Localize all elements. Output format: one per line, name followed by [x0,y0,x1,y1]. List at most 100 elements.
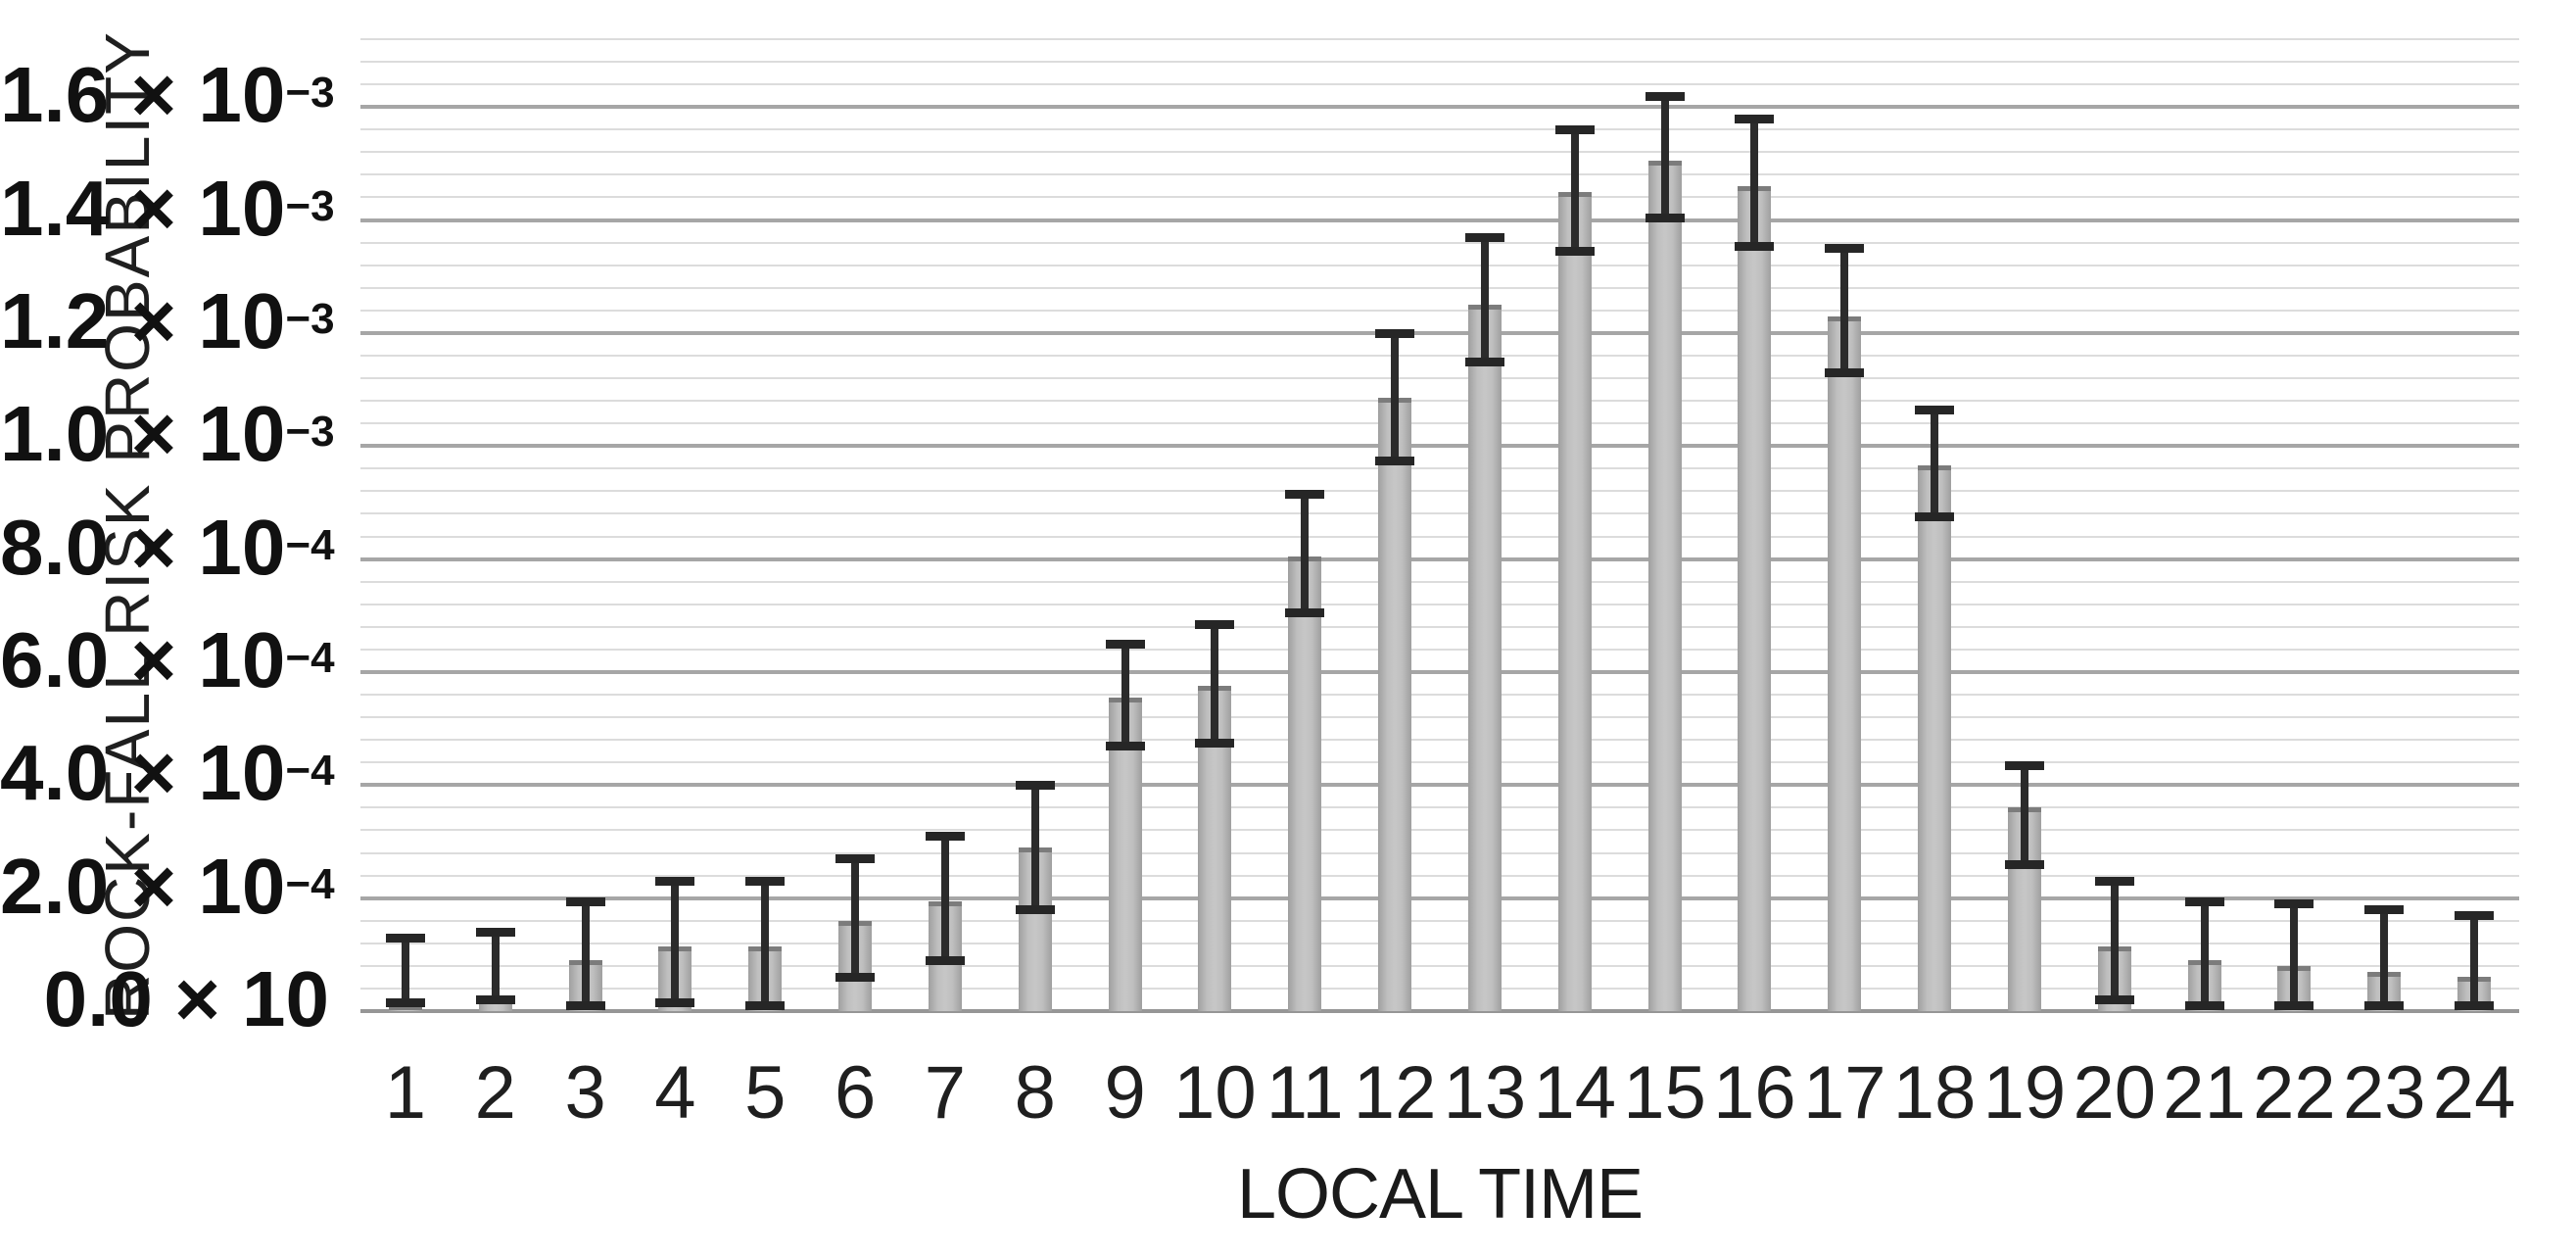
gridline-minor [360,151,2519,154]
bar-slot-hour-3 [541,39,631,1011]
gridline-minor [360,829,2519,832]
error-bar-cap-bottom [1285,608,1325,618]
gridline-major [360,895,2519,900]
error-bar-cap-top [1915,405,1955,414]
bar-slot-hour-15 [1620,39,1710,1011]
error-bar-cap-top [1464,232,1504,242]
error-bar-line [1121,644,1129,746]
bar-slot-hour-9 [1080,39,1170,1011]
bar-slot-hour-24 [2429,39,2519,1011]
gridline-minor [360,38,2519,40]
error-bar-line [2200,900,2209,1006]
x-tick-label: 3 [564,1051,606,1135]
error-bar-line [1840,248,1849,373]
gridline-minor [360,625,2519,628]
x-tick-label: 16 [1713,1051,1796,1135]
error-bar-line [491,932,500,1000]
gridline-minor [360,400,2519,403]
y-tick-label: 1.4 × 10−3 [0,164,335,252]
bar [1828,315,1862,1011]
x-tick-label: 22 [2253,1051,2336,1135]
x-axis-line [360,1009,2519,1013]
bar-slot-hour-5 [720,39,810,1011]
gridline-major [360,218,2519,222]
error-bar-line [2110,881,2119,1000]
gridline-minor [360,535,2519,538]
gridline-major [360,444,2519,449]
gridline-minor [360,919,2519,922]
gridline-minor [360,422,2519,425]
bar-slot-hour-21 [2160,39,2250,1011]
x-tick-label: 13 [1443,1051,1527,1135]
error-bar-cap-bottom [385,998,425,1008]
error-bar-cap-bottom [1375,456,1415,465]
gridline-minor [360,83,2519,86]
error-bar-cap-bottom [1554,247,1595,257]
gridline-minor [360,173,2519,176]
error-bar-cap-bottom [475,995,515,1005]
gridline-minor [360,467,2519,470]
x-tick-label: 20 [2073,1051,2157,1135]
x-tick-label: 14 [1533,1051,1617,1135]
error-bar-cap-bottom [745,1001,786,1011]
gridline-minor [360,580,2519,583]
bar-slot-hour-2 [451,39,541,1011]
error-bar-cap-bottom [925,956,965,966]
error-bar-cap-bottom [655,998,695,1008]
error-bar-line [401,938,409,1003]
error-bar-cap-bottom [2184,1001,2224,1011]
y-tick-exponent: −3 [285,181,335,230]
error-bar-cap-top [925,832,965,842]
error-bar-cap-top [1645,91,1685,101]
gridline-minor [360,512,2519,515]
error-bar-cap-bottom [2274,1001,2314,1011]
error-bar-cap-top [2274,899,2314,909]
gridline-minor [360,942,2519,944]
x-tick-label: 15 [1623,1051,1706,1135]
gridline-minor [360,490,2519,493]
error-bar-cap-bottom [2364,1001,2405,1011]
error-bar-line [1480,236,1489,362]
bar [1378,398,1412,1011]
plot-area [360,38,2519,1013]
error-bar-cap-top [475,928,515,938]
gridline-minor [360,806,2519,809]
x-axis-tick-labels: 1 2 3 4 5 6 7 8 9 10 11 12 13 14 15 16 17 18 19 20 21 22 23 24 [360,1050,2519,1138]
gridline-minor [360,964,2519,967]
error-bar-line [2290,903,2299,1006]
x-tick-label: 4 [654,1051,696,1135]
y-tick-exponent: −4 [285,633,335,682]
gridline-minor [360,716,2519,719]
bar-slot-hour-14 [1530,39,1620,1011]
error-bar-cap-top [2094,877,2134,887]
y-axis-tick-labels: 1.6 × 10−3 1.4 × 10−3 1.2 × 10−3 1.0 × 10−3… [0,0,335,1258]
error-bar-line [1660,95,1669,218]
error-bar-line [671,881,680,1003]
y-tick-exponent: −3 [285,408,335,457]
gridline-minor [360,761,2519,764]
error-bar-cap-top [1195,619,1235,629]
x-tick-label: 17 [1802,1051,1886,1135]
gridline-minor [360,241,2519,244]
gridline-minor [360,694,2519,697]
x-tick-label: 21 [2163,1051,2246,1135]
x-tick-label: 10 [1173,1051,1257,1135]
bar-slot-hour-1 [360,39,451,1011]
bar [1557,191,1592,1011]
x-tick-label: 6 [834,1051,877,1135]
gridline-minor [360,286,2519,289]
bar-slot-hour-16 [1710,39,1800,1011]
bar-slot-hour-13 [1440,39,1530,1011]
error-bar-cap-bottom [565,1001,605,1011]
error-bar-cap-top [655,877,695,887]
gridline-minor [360,874,2519,877]
error-bar-cap-bottom [1105,741,1145,750]
error-bar-line [1570,129,1579,252]
error-bar-cap-top [1825,244,1865,254]
error-bar-cap-top [2184,896,2224,906]
error-bar-cap-top [835,854,876,864]
error-bar-cap-bottom [835,973,876,983]
error-bar-cap-bottom [1464,357,1504,366]
gridline-minor [360,61,2519,64]
